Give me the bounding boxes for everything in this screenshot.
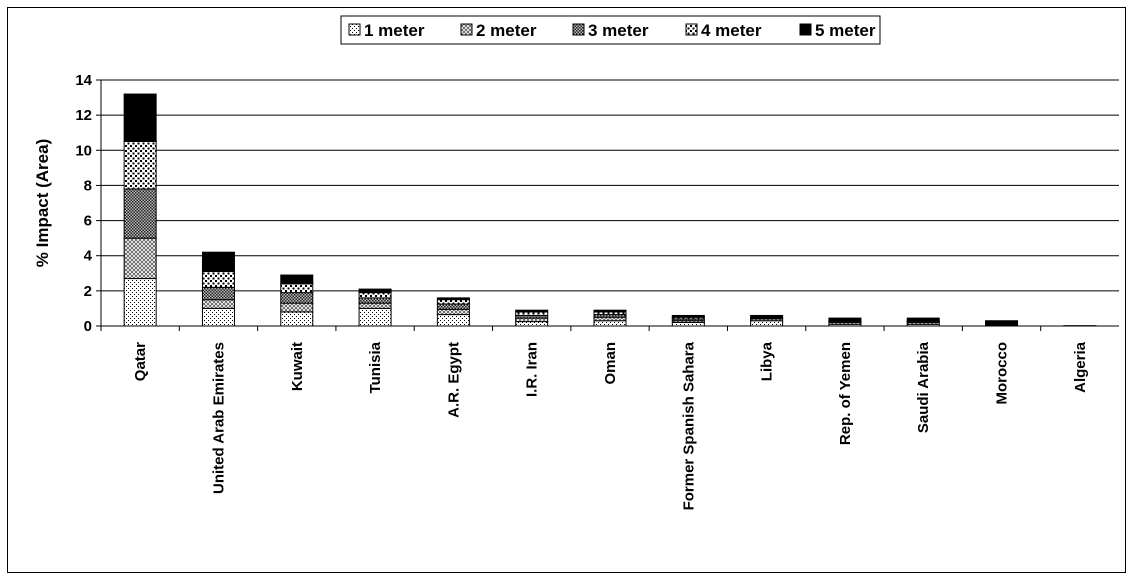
- bar-segment: [280, 302, 314, 313]
- category-label: I.R. Iran: [524, 342, 541, 397]
- category-label: Morocco: [994, 342, 1011, 405]
- bar-segment: [123, 237, 157, 280]
- bar-segment: [436, 303, 470, 310]
- bar-segment: [123, 93, 157, 142]
- bar-segment: [201, 299, 235, 309]
- bar-segment: [123, 278, 157, 327]
- y-tick-label: 2: [84, 283, 92, 300]
- y-tick-label: 6: [84, 213, 92, 230]
- y-tick-label: 12: [75, 107, 92, 124]
- y-tick-label: 8: [84, 177, 92, 194]
- legend-box: [340, 15, 881, 45]
- bar-segment: [280, 311, 314, 327]
- bar-segment: [593, 320, 627, 327]
- category-label: Oman: [602, 342, 619, 385]
- legend-label: 5 meter: [815, 21, 876, 40]
- legend-label: 3 meter: [588, 21, 649, 40]
- y-axis-title: % Impact (Area): [33, 139, 52, 267]
- category-label: Former Spanish Sahara: [680, 341, 697, 510]
- category-label: Kuwait: [289, 342, 306, 391]
- bar-segment: [358, 302, 392, 309]
- legend-swatch: [685, 23, 698, 36]
- category-label: Tunisia: [367, 341, 384, 393]
- bar-segment: [515, 311, 549, 316]
- y-tick-label: 14: [75, 72, 92, 89]
- bar-segment: [515, 317, 549, 323]
- category-label: Libya: [759, 341, 776, 381]
- bar-segment: [436, 297, 470, 301]
- bar-segment: [985, 320, 1019, 323]
- y-axis-ticks: 0 2 4 6 8 10 12 14: [75, 72, 101, 335]
- bar-segment: [593, 316, 627, 322]
- bar-segment: [828, 317, 862, 322]
- category-label: Algeria: [1072, 341, 1089, 393]
- bar-segment: [671, 321, 705, 327]
- legend: 1 meter 2 meter 3 meter 4 meter 5 meter: [340, 15, 881, 45]
- bar-segment: [515, 321, 549, 327]
- bar-segment: [201, 286, 235, 301]
- category-label: United Arab Emirates: [210, 342, 227, 494]
- category-label: A.R. Egypt: [445, 342, 462, 418]
- bar-segment: [436, 314, 470, 327]
- bar-segment: [280, 274, 314, 285]
- category-label: Saudi Arabia: [915, 341, 932, 433]
- bar-stacks: [123, 93, 1097, 327]
- x-axis-labels: Qatar United Arab Emirates Kuwait Tunisia A.…: [132, 341, 1089, 510]
- bar-segment: [906, 317, 940, 322]
- bar-segment: [201, 307, 235, 327]
- y-tick-label: 4: [84, 248, 93, 265]
- category-label: Qatar: [132, 342, 149, 381]
- bar-segment: [201, 271, 235, 288]
- bar-segment: [436, 299, 470, 305]
- axes: [100, 80, 1119, 331]
- bar-segment: [358, 288, 392, 294]
- y-tick-label: 10: [75, 142, 92, 159]
- bar-segment: [201, 251, 235, 273]
- bar-segment: [280, 292, 314, 304]
- chart-frame: [7, 7, 1126, 573]
- legend-swatch: [572, 23, 585, 36]
- bar-segment: [358, 307, 392, 327]
- bar-segment: [358, 292, 392, 299]
- bar-segment: [593, 309, 627, 313]
- category-label: Rep. of Yemen: [837, 342, 854, 445]
- bar-segment: [436, 308, 470, 316]
- legend-label: 2 meter: [476, 21, 537, 40]
- bar-segment: [671, 314, 705, 318]
- bar-segment: [123, 141, 157, 190]
- grid-lines: [101, 79, 1119, 327]
- legend-label: 1 meter: [364, 21, 425, 40]
- legend-swatch: [460, 23, 473, 36]
- bar-segment: [750, 314, 784, 318]
- bar-segment: [123, 188, 157, 239]
- legend-swatch: [799, 23, 812, 36]
- bar-segment: [515, 309, 549, 313]
- y-tick-label: 0: [84, 318, 92, 335]
- bar-segment: [750, 320, 784, 327]
- bar-segment: [280, 283, 314, 294]
- legend-swatch: [348, 23, 361, 36]
- legend-label: 4 meter: [701, 21, 762, 40]
- bar-segment: [358, 297, 392, 304]
